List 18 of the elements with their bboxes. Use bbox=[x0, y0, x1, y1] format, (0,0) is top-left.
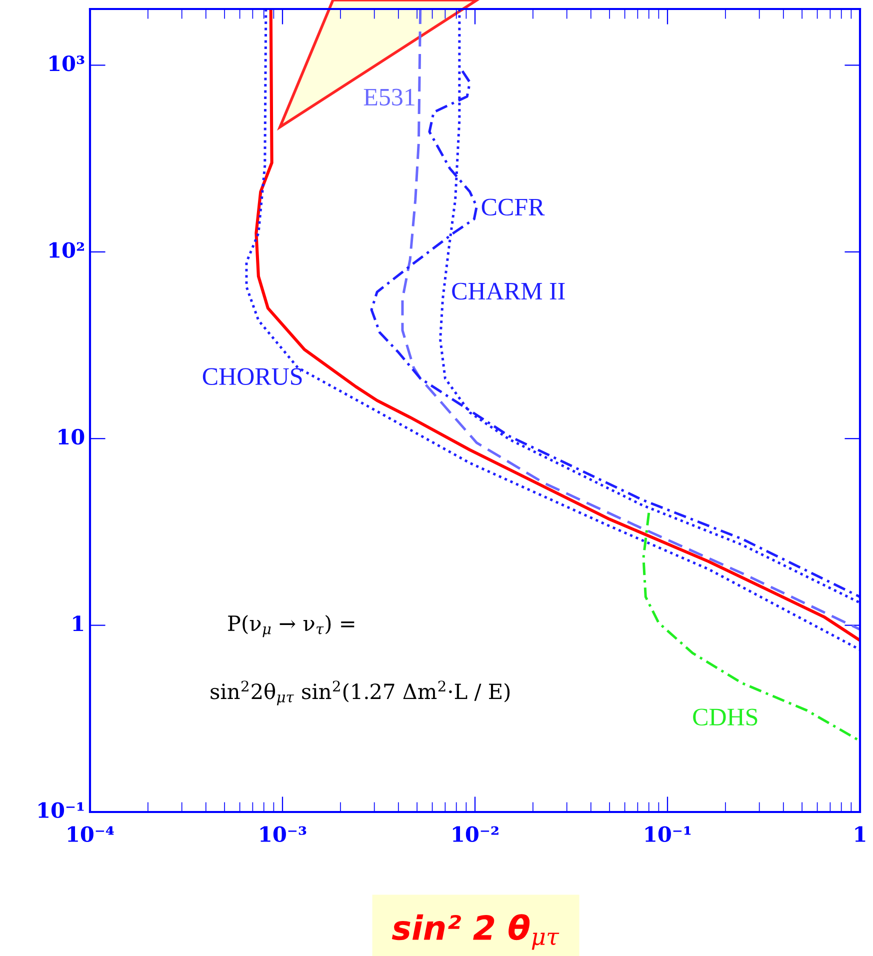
x-tick-label: 1 bbox=[855, 826, 866, 842]
x-tick-label: 10⁻⁴ bbox=[68, 826, 114, 842]
y-tick-label: 10³ bbox=[50, 55, 84, 72]
x-tick-label: 10⁻¹ bbox=[645, 826, 691, 842]
series-label: CHORUS bbox=[202, 368, 302, 385]
y-tick-label: 10⁻¹ bbox=[38, 802, 84, 818]
series-label: CCFR bbox=[482, 198, 545, 216]
text: sin$^{2}$2θ$_{μτ}$ sin$^{2}$(1.27 Δm$^{2}$·L / E) bbox=[210, 680, 510, 706]
y-tick-label: 10 bbox=[58, 428, 84, 445]
x-axis-title: sin² 2 θ$_{μτ}$ bbox=[392, 914, 560, 950]
annotation: P(ν$_{μ}$ → ν$_{τ}$) = bbox=[228, 615, 354, 638]
y-tick-label: 1 bbox=[73, 616, 84, 632]
x-tick-label: 10⁻² bbox=[452, 826, 498, 842]
y-tick-label: 10² bbox=[50, 242, 84, 258]
series-label: E531 bbox=[364, 88, 414, 106]
series-label: CHARM II bbox=[452, 282, 565, 300]
series-label: CDHS bbox=[693, 708, 758, 726]
x-tick-label: 10⁻³ bbox=[260, 826, 306, 842]
